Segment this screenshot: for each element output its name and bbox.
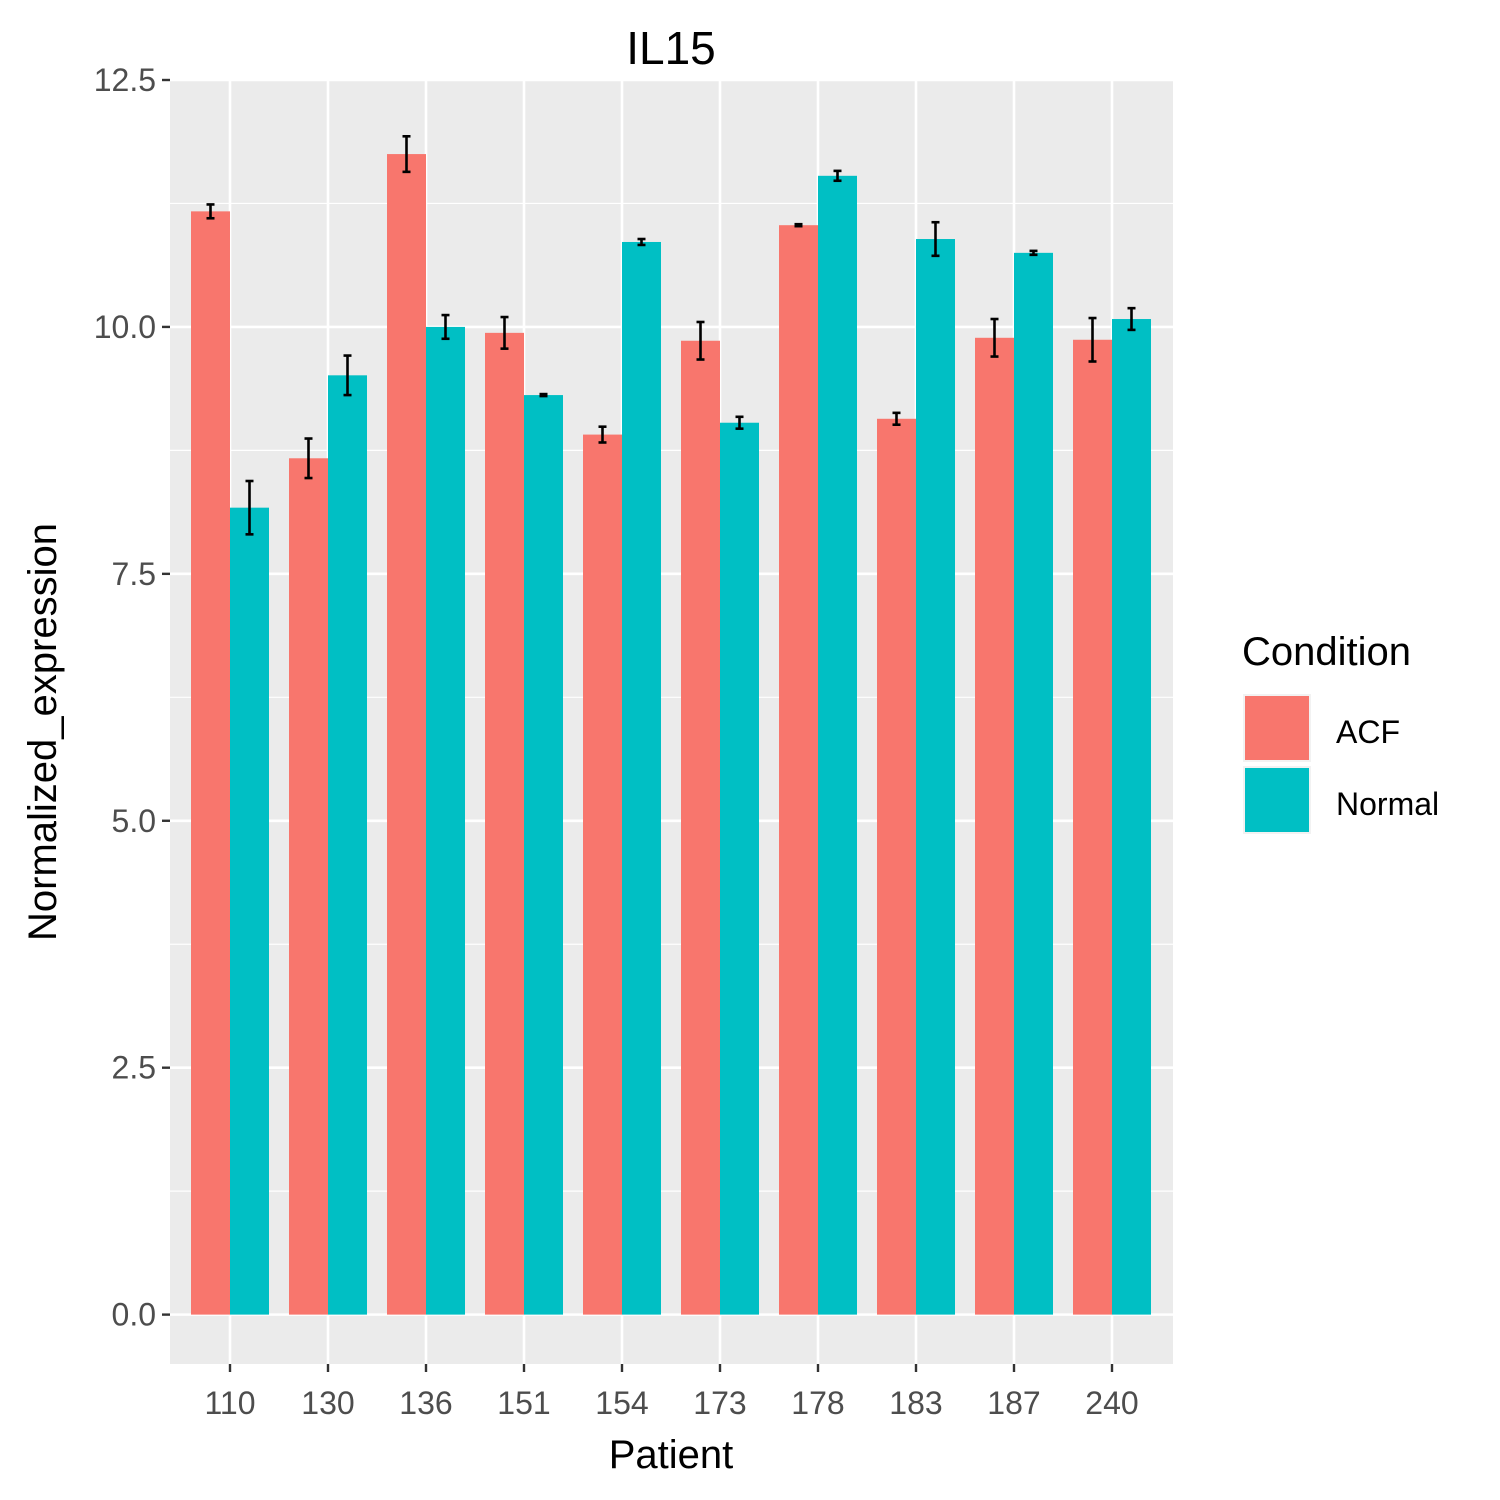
x-tick-label-187: 187: [987, 1385, 1040, 1421]
x-tick-label-110: 110: [204, 1385, 255, 1421]
y-tick-label: 2.5: [112, 1050, 156, 1086]
error-bar-normal-178: [833, 169, 842, 183]
error-bar-acf-187: [990, 317, 999, 358]
error-bar-normal-151: [539, 392, 548, 398]
legend-swatch-normal: [1245, 768, 1309, 832]
bar-acf-173: [681, 340, 720, 1315]
x-tick-label-151: 151: [497, 1385, 550, 1421]
legend-title: Condition: [1242, 630, 1411, 674]
error-bar-acf-151: [500, 315, 509, 350]
error-bar-normal-183: [931, 220, 940, 258]
bar-acf-151: [485, 332, 524, 1315]
x-tick-label-240: 240: [1085, 1385, 1138, 1421]
bar-acf-240: [1073, 339, 1112, 1315]
x-tick-label-173: 173: [693, 1385, 746, 1421]
x-tick-label-136: 136: [399, 1385, 452, 1421]
bar-acf-183: [877, 418, 916, 1315]
y-axis-title: Normalized_expression: [21, 523, 65, 941]
x-axis-title: Patient: [609, 1433, 734, 1477]
error-bar-normal-240: [1127, 306, 1136, 332]
bar-normal-130: [328, 375, 367, 1315]
bars: [191, 154, 1151, 1315]
bar-normal-187: [1014, 252, 1053, 1315]
bar-acf-154: [583, 434, 622, 1315]
error-bar-acf-183: [892, 411, 901, 427]
error-bar-normal-187: [1029, 249, 1038, 257]
legend-label-normal: Normal: [1336, 786, 1439, 822]
bar-normal-151: [524, 395, 563, 1315]
bar-acf-110: [191, 211, 230, 1315]
bar-normal-136: [426, 326, 465, 1315]
bar-normal-240: [1112, 319, 1151, 1315]
error-bar-acf-240: [1088, 316, 1097, 363]
bar-normal-154: [622, 241, 661, 1315]
y-tick-label: 12.5: [94, 62, 156, 98]
legend: Condition ACF Normal: [1242, 630, 1439, 834]
x-tick-label-183: 183: [889, 1385, 942, 1421]
error-bar-normal-110: [245, 479, 254, 536]
y-tick-label: 5.0: [112, 803, 156, 839]
error-bar-acf-110: [206, 203, 215, 220]
x-tick-label-154: 154: [595, 1385, 648, 1421]
error-bars: [206, 134, 1136, 536]
error-bar-acf-136: [402, 134, 411, 174]
legend-label-acf: ACF: [1336, 714, 1400, 750]
error-bar-normal-173: [735, 415, 744, 430]
error-bar-normal-130: [343, 354, 352, 397]
legend-swatch-acf: [1245, 696, 1309, 760]
bar-acf-187: [975, 337, 1014, 1315]
y-tick-label: 0.0: [112, 1297, 156, 1333]
bar-normal-173: [720, 422, 759, 1315]
bar-acf-130: [289, 458, 328, 1315]
y-tick-label: 7.5: [112, 556, 156, 592]
x-tick-label-130: 130: [301, 1385, 354, 1421]
bar-normal-110: [230, 507, 269, 1315]
error-bar-acf-130: [304, 437, 313, 480]
error-bar-acf-173: [696, 320, 705, 361]
error-bar-normal-154: [637, 237, 646, 247]
error-bar-acf-154: [598, 425, 607, 444]
error-bar-acf-178: [794, 222, 803, 228]
bar-acf-136: [387, 154, 426, 1315]
x-tick-label-178: 178: [791, 1385, 844, 1421]
y-axis: 0.0 2.5 5.0 7.5 10.0 12.5: [94, 62, 170, 1333]
bar-acf-178: [779, 225, 818, 1315]
chart-title: IL15: [626, 22, 716, 74]
bar-normal-183: [916, 239, 955, 1315]
y-tick-label: 10.0: [94, 309, 156, 345]
x-axis: 110 130 136 151 154 173 178 183 187 240: [204, 1364, 1139, 1421]
bar-normal-178: [818, 175, 857, 1315]
error-bar-normal-136: [441, 313, 450, 341]
